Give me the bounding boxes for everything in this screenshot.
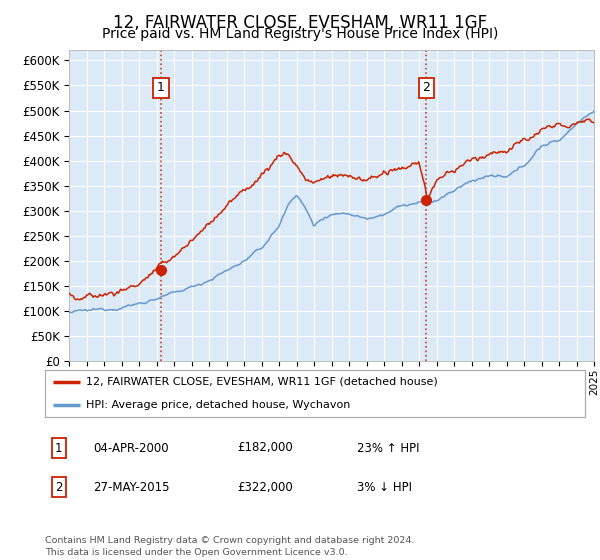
- Text: 23% ↑ HPI: 23% ↑ HPI: [357, 441, 419, 455]
- Text: 27-MAY-2015: 27-MAY-2015: [93, 480, 170, 494]
- Text: £182,000: £182,000: [237, 441, 293, 455]
- Text: 12, FAIRWATER CLOSE, EVESHAM, WR11 1GF (detached house): 12, FAIRWATER CLOSE, EVESHAM, WR11 1GF (…: [86, 376, 437, 386]
- Text: 2: 2: [422, 82, 430, 95]
- Text: £322,000: £322,000: [237, 480, 293, 494]
- Text: 1: 1: [55, 441, 62, 455]
- Text: 3% ↓ HPI: 3% ↓ HPI: [357, 480, 412, 494]
- Text: Price paid vs. HM Land Registry's House Price Index (HPI): Price paid vs. HM Land Registry's House …: [102, 27, 498, 41]
- Text: 04-APR-2000: 04-APR-2000: [93, 441, 169, 455]
- Text: 12, FAIRWATER CLOSE, EVESHAM, WR11 1GF: 12, FAIRWATER CLOSE, EVESHAM, WR11 1GF: [113, 14, 487, 32]
- Text: 2: 2: [55, 480, 62, 494]
- Text: Contains HM Land Registry data © Crown copyright and database right 2024.
This d: Contains HM Land Registry data © Crown c…: [45, 536, 415, 557]
- Text: 1: 1: [157, 82, 165, 95]
- Text: HPI: Average price, detached house, Wychavon: HPI: Average price, detached house, Wych…: [86, 400, 350, 410]
